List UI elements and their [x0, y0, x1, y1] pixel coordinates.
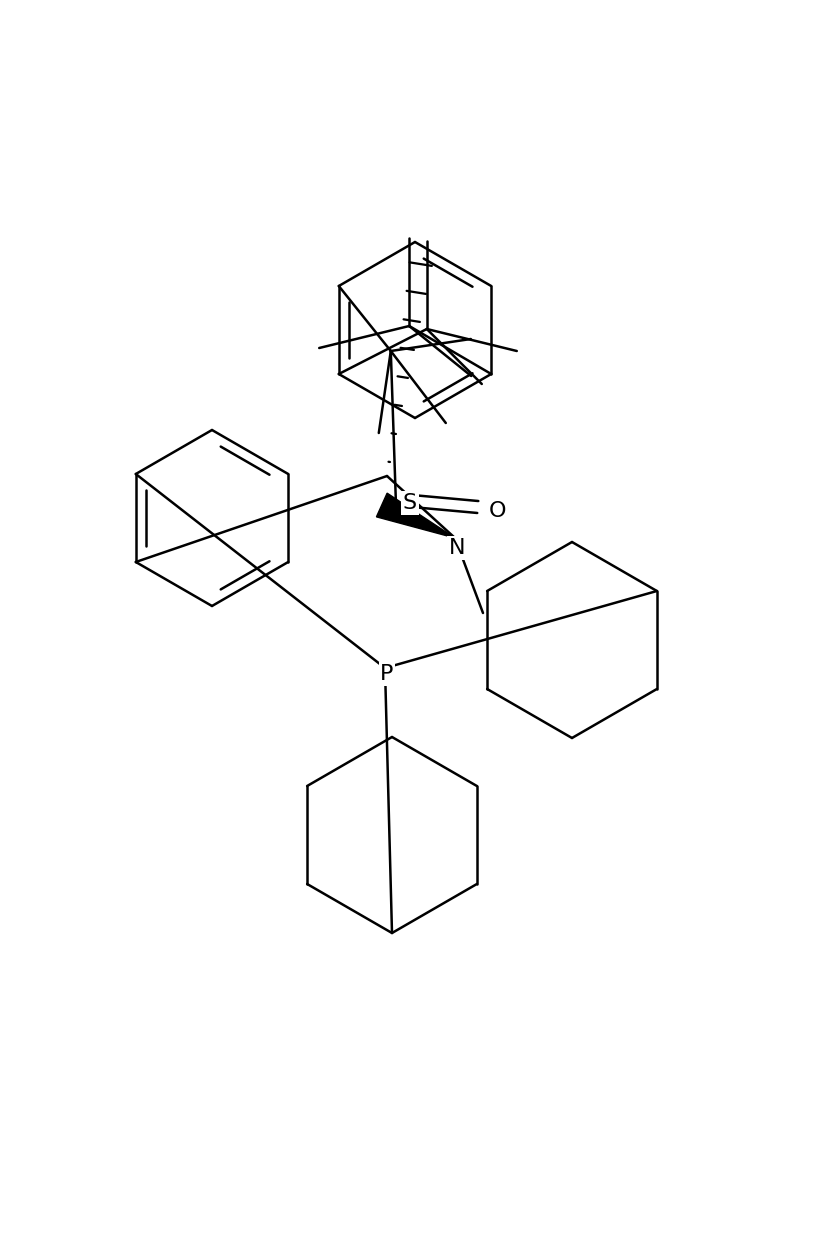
Text: O: O — [489, 501, 507, 521]
Text: P: P — [380, 664, 394, 685]
Text: S: S — [403, 493, 417, 513]
Polygon shape — [376, 493, 455, 539]
Text: N: N — [448, 539, 465, 558]
